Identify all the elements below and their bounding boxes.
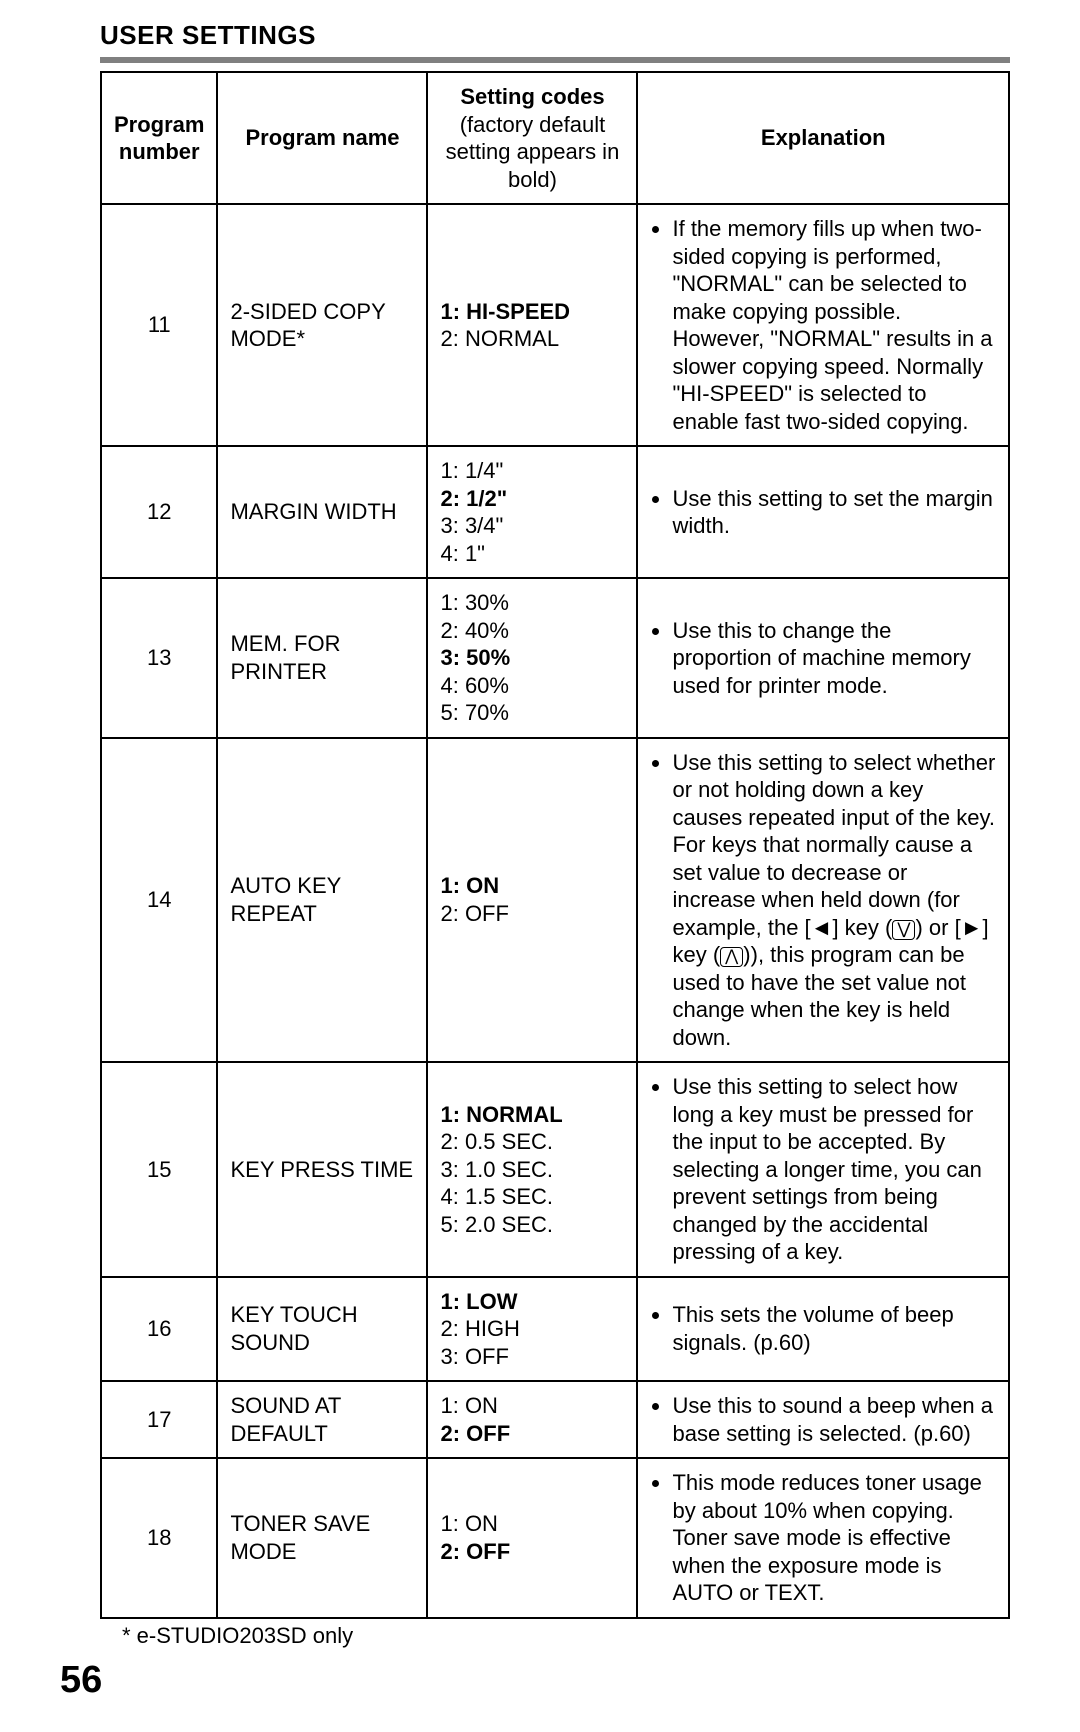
col-header-program-name: Program name: [217, 72, 427, 204]
cell-program-name: AUTO KEY REPEAT: [217, 738, 427, 1063]
table-row: 16KEY TOUCH SOUND1: LOW2: HIGH3: OFFThis…: [101, 1277, 1009, 1382]
table-row: 17SOUND AT DEFAULT1: ON2: OFFUse this to…: [101, 1381, 1009, 1458]
setting-code-option: 3: 50%: [440, 644, 624, 672]
footnote: * e-STUDIO203SD only: [122, 1623, 1010, 1649]
settings-table: Program number Program name Setting code…: [100, 71, 1010, 1619]
cell-explanation: This sets the volume of beep signals. (p…: [637, 1277, 1009, 1382]
cell-program-name: 2-SIDED COPY MODE*: [217, 204, 427, 446]
table-row: 112-SIDED COPY MODE*1: HI-SPEED2: NORMAL…: [101, 204, 1009, 446]
setting-code-option: 1: NORMAL: [440, 1101, 624, 1129]
page-number: 56: [60, 1659, 1010, 1702]
cell-setting-codes: 1: ON2: OFF: [427, 738, 637, 1063]
cell-program-number: 18: [101, 1458, 217, 1618]
table-row: 15KEY PRESS TIME1: NORMAL2: 0.5 SEC.3: 1…: [101, 1062, 1009, 1277]
setting-code-option: 3: 1.0 SEC.: [440, 1156, 624, 1184]
setting-code-option: 2: OFF: [440, 900, 624, 928]
cell-program-name: SOUND AT DEFAULT: [217, 1381, 427, 1458]
setting-code-option: 2: 1/2": [440, 485, 624, 513]
setting-code-option: 2: 40%: [440, 617, 624, 645]
explanation-text: Use this setting to select whether or no…: [672, 749, 996, 1052]
cell-explanation: Use this to sound a beep when a base set…: [637, 1381, 1009, 1458]
table-header-row: Program number Program name Setting code…: [101, 72, 1009, 204]
explanation-text: Use this to change the proportion of mac…: [672, 617, 996, 700]
cell-program-number: 13: [101, 578, 217, 738]
setting-code-option: 1: 1/4": [440, 457, 624, 485]
setting-code-option: 2: NORMAL: [440, 325, 624, 353]
setting-code-option: 4: 60%: [440, 672, 624, 700]
cell-program-name: KEY PRESS TIME: [217, 1062, 427, 1277]
table-row: 13MEM. FOR PRINTER1: 30%2: 40%3: 50%4: 6…: [101, 578, 1009, 738]
cell-program-name: MARGIN WIDTH: [217, 446, 427, 578]
table-row: 14AUTO KEY REPEAT1: ON2: OFFUse this set…: [101, 738, 1009, 1063]
cell-program-number: 11: [101, 204, 217, 446]
cell-program-number: 12: [101, 446, 217, 578]
setting-code-option: 4: 1": [440, 540, 624, 568]
page: USER SETTINGS Program number Program nam…: [0, 0, 1080, 1732]
explanation-text: Use this setting to select how long a ke…: [672, 1073, 996, 1266]
cell-explanation: Use this setting to select whether or no…: [637, 738, 1009, 1063]
setting-code-option: 2: OFF: [440, 1538, 624, 1566]
cell-program-name: KEY TOUCH SOUND: [217, 1277, 427, 1382]
setting-code-option: 5: 70%: [440, 699, 624, 727]
explanation-text: Use this to sound a beep when a base set…: [672, 1392, 996, 1447]
cell-setting-codes: 1: HI-SPEED2: NORMAL: [427, 204, 637, 446]
setting-code-option: 2: HIGH: [440, 1315, 624, 1343]
setting-code-option: 3: 3/4": [440, 512, 624, 540]
cell-explanation: Use this to change the proportion of mac…: [637, 578, 1009, 738]
table-row: 12MARGIN WIDTH1: 1/4"2: 1/2"3: 3/4"4: 1"…: [101, 446, 1009, 578]
cell-setting-codes: 1: 1/4"2: 1/2"3: 3/4"4: 1": [427, 446, 637, 578]
table-row: 18TONER SAVE MODE1: ON2: OFFThis mode re…: [101, 1458, 1009, 1618]
setting-code-option: 4: 1.5 SEC.: [440, 1183, 624, 1211]
setting-code-option: 1: 30%: [440, 589, 624, 617]
cell-setting-codes: 1: ON2: OFF: [427, 1458, 637, 1618]
setting-code-option: 5: 2.0 SEC.: [440, 1211, 624, 1239]
cell-program-number: 17: [101, 1381, 217, 1458]
explanation-text: If the memory fills up when two-sided co…: [672, 215, 996, 435]
cell-setting-codes: 1: ON2: OFF: [427, 1381, 637, 1458]
cell-setting-codes: 1: LOW2: HIGH3: OFF: [427, 1277, 637, 1382]
setting-code-option: 2: 0.5 SEC.: [440, 1128, 624, 1156]
col-header-setting-codes: Setting codes (factory default setting a…: [427, 72, 637, 204]
cell-program-number: 15: [101, 1062, 217, 1277]
cell-program-number: 16: [101, 1277, 217, 1382]
cell-explanation: Use this setting to select how long a ke…: [637, 1062, 1009, 1277]
cell-setting-codes: 1: 30%2: 40%3: 50%4: 60%5: 70%: [427, 578, 637, 738]
setting-code-option: 3: OFF: [440, 1343, 624, 1371]
explanation-text: Use this setting to set the margin width…: [672, 485, 996, 540]
cell-program-name: MEM. FOR PRINTER: [217, 578, 427, 738]
explanation-text: This mode reduces toner usage by about 1…: [672, 1469, 996, 1607]
table-body: 112-SIDED COPY MODE*1: HI-SPEED2: NORMAL…: [101, 204, 1009, 1618]
cell-program-number: 14: [101, 738, 217, 1063]
setting-code-option: 1: ON: [440, 1510, 624, 1538]
section-title: USER SETTINGS: [100, 20, 1010, 51]
setting-code-option: 1: LOW: [440, 1288, 624, 1316]
setting-code-option: 1: ON: [440, 1392, 624, 1420]
title-rule: [100, 57, 1010, 63]
cell-explanation: Use this setting to set the margin width…: [637, 446, 1009, 578]
cell-setting-codes: 1: NORMAL2: 0.5 SEC.3: 1.0 SEC.4: 1.5 SE…: [427, 1062, 637, 1277]
col-header-explanation: Explanation: [637, 72, 1009, 204]
setting-code-option: 1: HI-SPEED: [440, 298, 624, 326]
col-header-setting-codes-line1: Setting codes: [440, 83, 624, 111]
cell-explanation: If the memory fills up when two-sided co…: [637, 204, 1009, 446]
cell-explanation: This mode reduces toner usage by about 1…: [637, 1458, 1009, 1618]
explanation-text: This sets the volume of beep signals. (p…: [672, 1301, 996, 1356]
setting-code-option: 1: ON: [440, 872, 624, 900]
cell-program-name: TONER SAVE MODE: [217, 1458, 427, 1618]
col-header-setting-codes-line2: (factory default setting appears in bold…: [440, 111, 624, 194]
col-header-program-number: Program number: [101, 72, 217, 204]
setting-code-option: 2: OFF: [440, 1420, 624, 1448]
